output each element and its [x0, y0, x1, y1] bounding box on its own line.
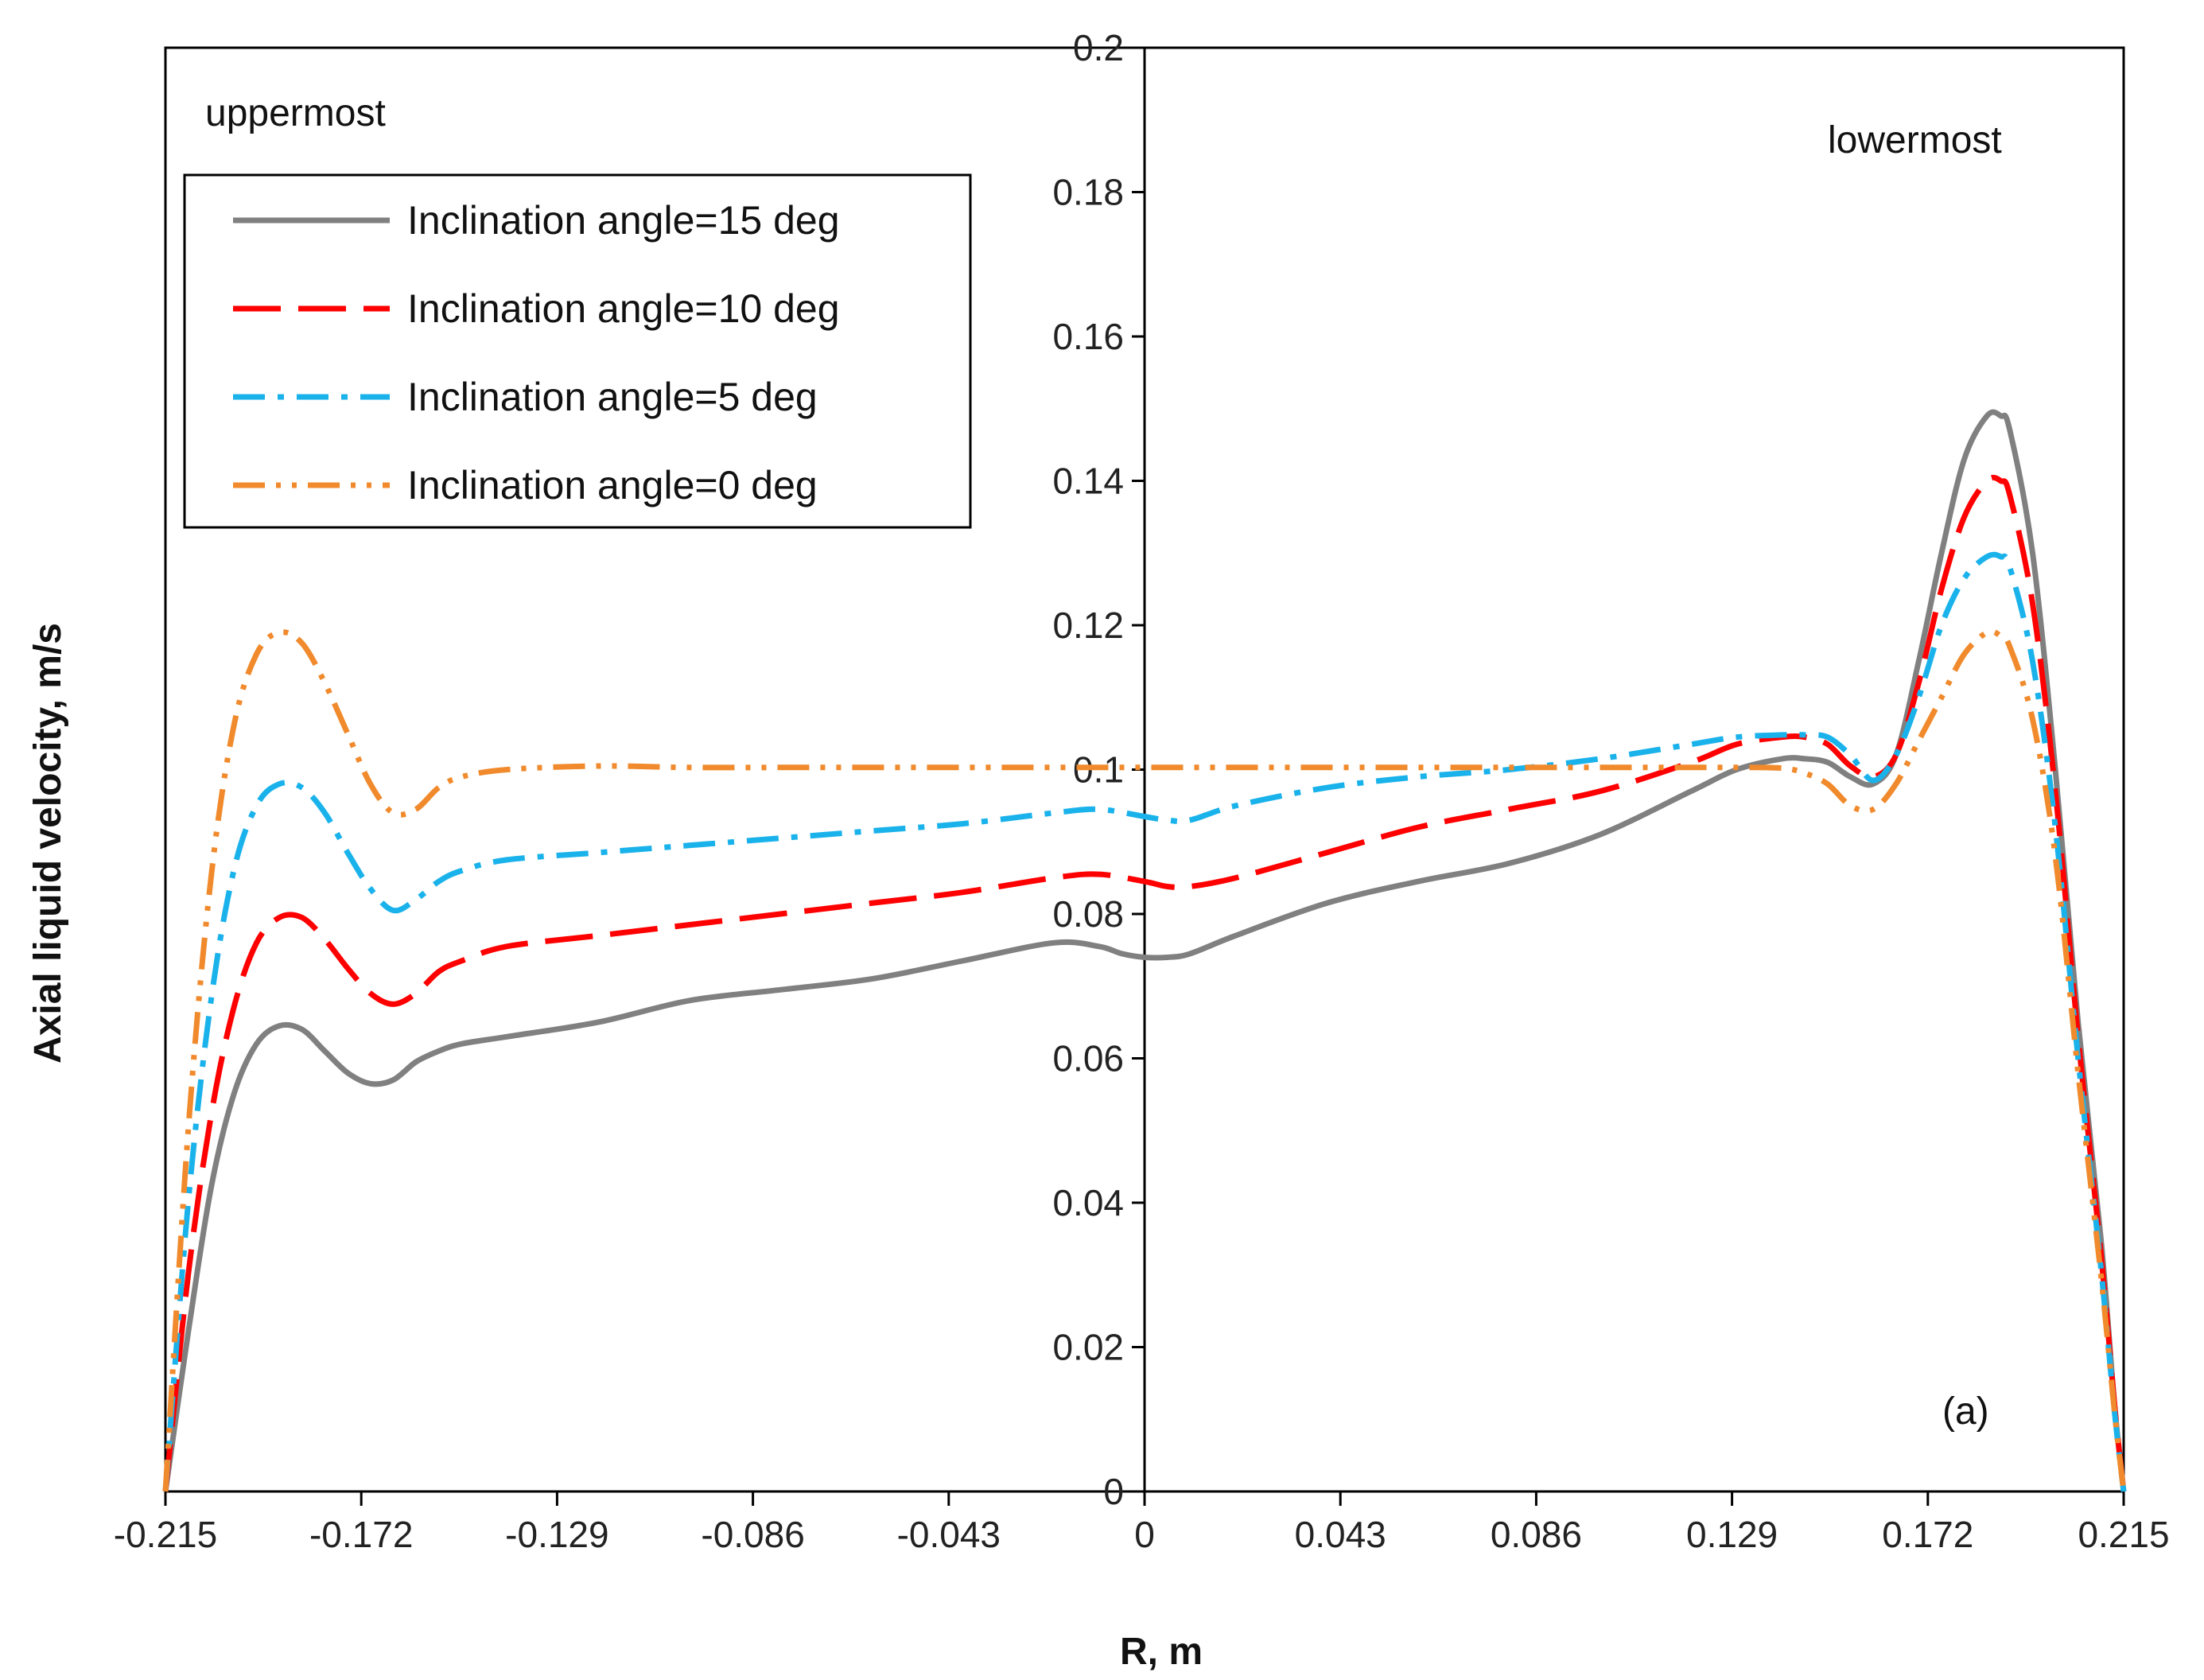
legend-box — [183, 173, 972, 529]
y-axis-title: Axial liquid velocity, m/s — [27, 623, 69, 1064]
series-line-1 — [162, 409, 2127, 1492]
legend-label: Inclination angle=5 deg — [407, 375, 818, 419]
x-axis-title: R, m — [1120, 1631, 1203, 1673]
legend: Inclination angle=15 deg Inclination angl… — [183, 173, 972, 529]
y-tick-label: 0.2 — [1073, 27, 1124, 68]
y-tick-label: 0.12 — [1052, 605, 1124, 646]
x-axis: -0.215 -0.172 -0.129 -0.086 -0.043 0 0.043 0.08… — [114, 1491, 2170, 1555]
series-layer — [162, 409, 2127, 1492]
panel-label: (a) — [1942, 1390, 1989, 1433]
y-tick-label: 0 — [1103, 1471, 1124, 1512]
x-tick-label: 0.172 — [1882, 1514, 1973, 1555]
series-line-3 — [162, 551, 2127, 1492]
y-tick-label: 0.16 — [1052, 316, 1124, 357]
x-tick-label: -0.086 — [701, 1514, 804, 1555]
x-tick-label: 0.043 — [1295, 1514, 1386, 1555]
x-tick-label: 0.086 — [1491, 1514, 1582, 1555]
x-tick-label: 0.129 — [1686, 1514, 1778, 1555]
y-axis: 00.020.040.060.080.10.120.140.160.180.2 — [1052, 27, 1145, 1512]
y-tick-label: 0.04 — [1052, 1182, 1124, 1223]
x-tick-label: -0.043 — [897, 1514, 1001, 1555]
uppermost-label: uppermost — [205, 92, 386, 134]
legend-label: Inclination angle=15 deg — [407, 198, 840, 243]
x-tick-label: 0.215 — [2078, 1514, 2169, 1555]
legend-label: Inclination angle=10 deg — [407, 286, 840, 331]
y-tick-label: 0.18 — [1052, 172, 1124, 213]
x-tick-label: -0.215 — [114, 1514, 217, 1555]
series-line-2 — [162, 474, 2127, 1492]
x-tick-label: 0 — [1134, 1514, 1155, 1555]
series-line-4 — [162, 628, 2127, 1492]
y-tick-label: 0.02 — [1052, 1327, 1124, 1368]
y-tick-label: 0.14 — [1052, 461, 1124, 502]
lowermost-label: lowermost — [1828, 119, 2002, 161]
x-tick-label: -0.172 — [309, 1514, 413, 1555]
x-tick-label: -0.129 — [505, 1514, 608, 1555]
y-tick-label: 0.06 — [1052, 1038, 1124, 1079]
legend-label: Inclination angle=0 deg — [407, 463, 818, 508]
y-tick-label: 0.08 — [1052, 893, 1124, 935]
